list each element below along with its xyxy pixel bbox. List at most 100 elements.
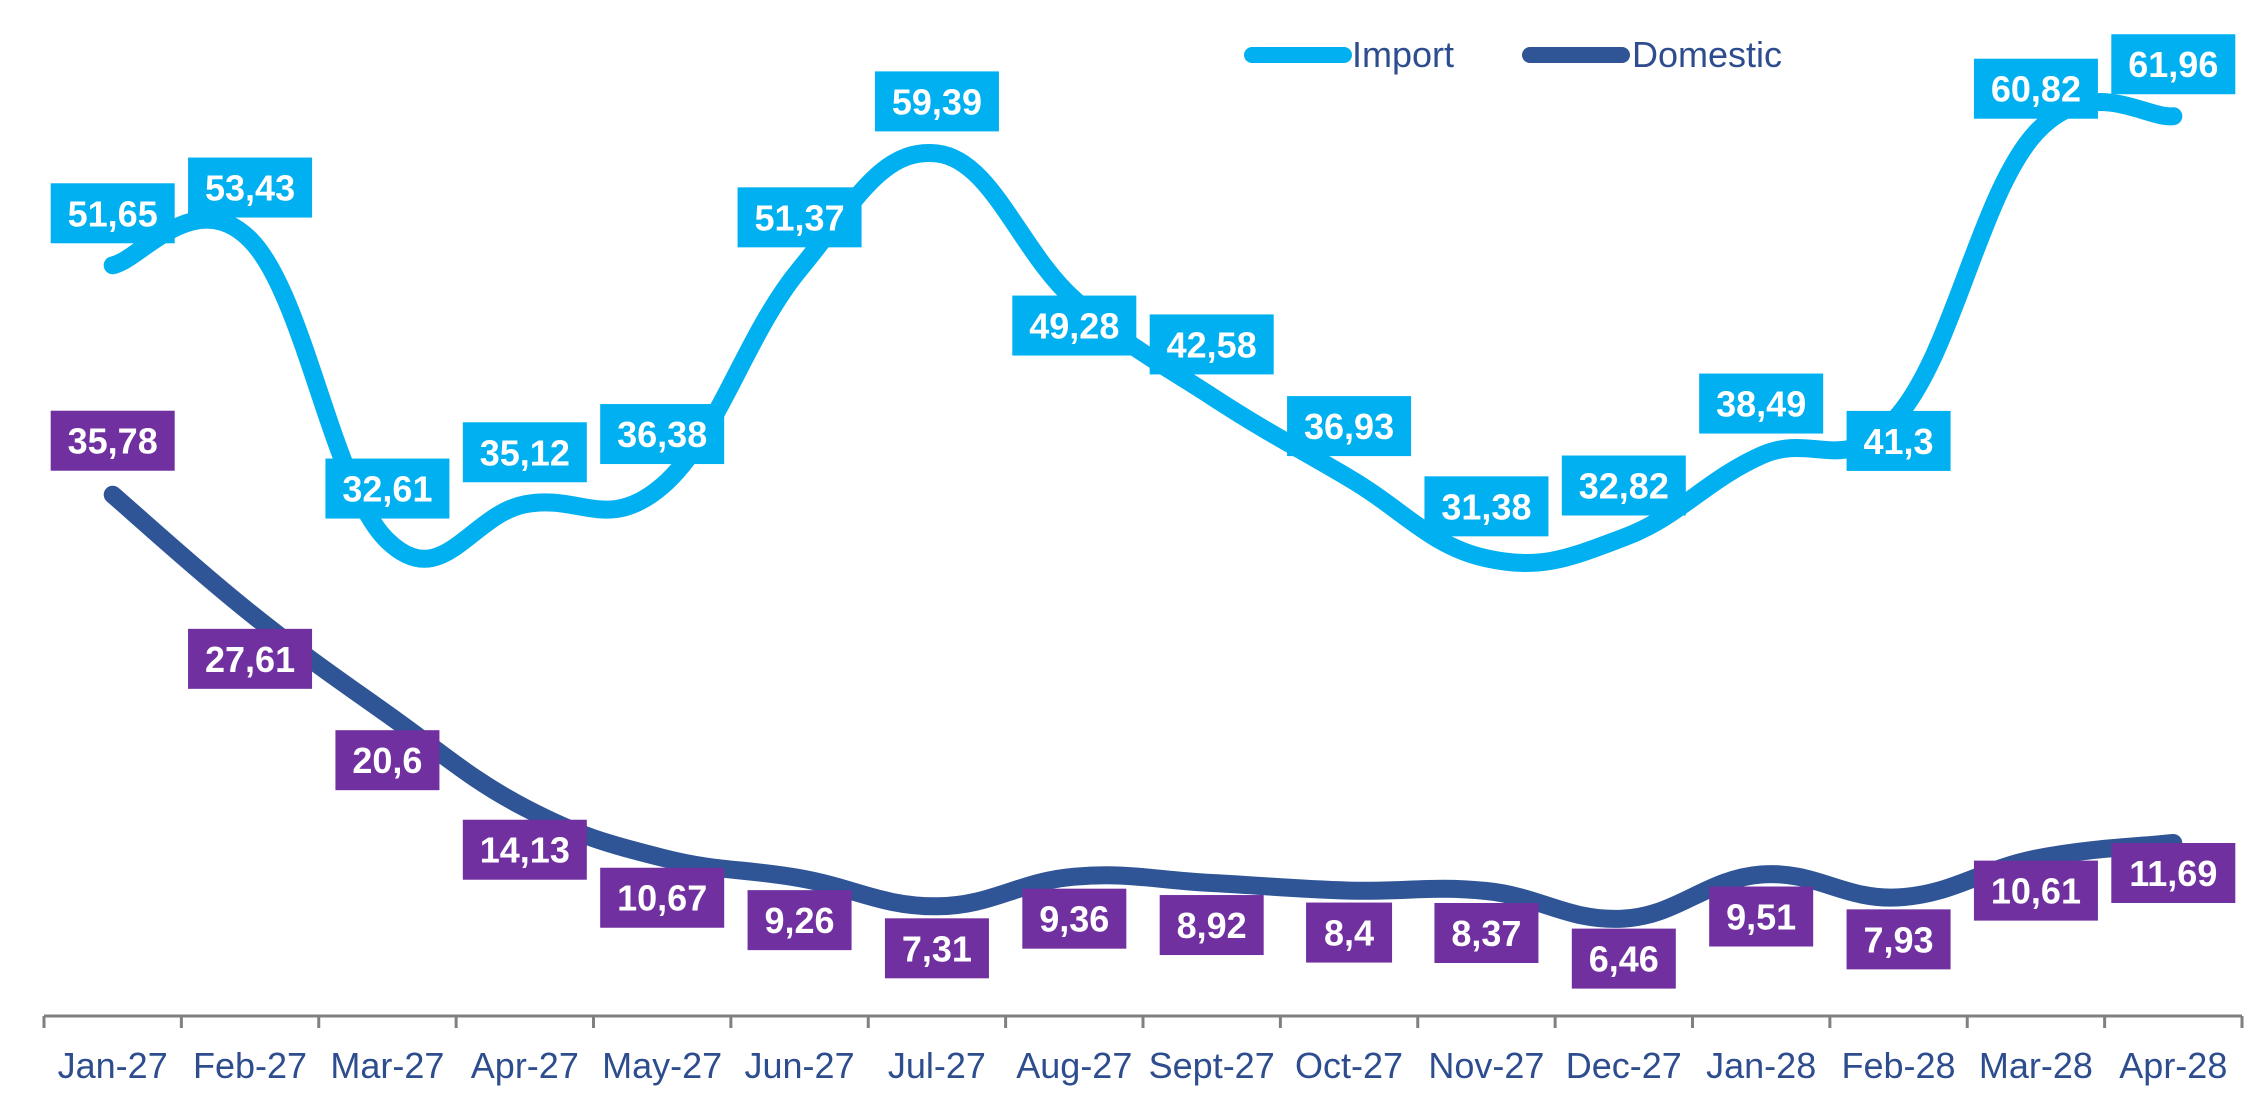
data-label-domestic: 35,78: [50, 410, 175, 471]
data-label-import: 32,82: [1561, 455, 1686, 516]
data-label-domestic: 9,36: [1022, 888, 1127, 949]
data-label-text: 8,4: [1324, 913, 1374, 954]
data-label-text: 41,3: [1864, 421, 1934, 462]
data-label-text: 42,58: [1167, 324, 1257, 365]
data-label-import: 36,93: [1287, 396, 1412, 457]
data-label-box: [1561, 455, 1686, 516]
x-tick-label: Nov-27: [1428, 1045, 1544, 1086]
data-label-text: 8,92: [1177, 905, 1247, 946]
x-tick-label: Dec-27: [1566, 1045, 1682, 1086]
data-label-text: 36,93: [1304, 406, 1394, 447]
data-label-import: 60,82: [1973, 58, 2098, 119]
data-label-import: 41,3: [1846, 410, 1951, 471]
data-label-import: 31,38: [1424, 476, 1549, 537]
data-label-domestic: 8,92: [1159, 895, 1264, 956]
data-label-box: [1846, 410, 1951, 471]
data-label-box: [884, 918, 989, 979]
data-label-domestic: 9,26: [747, 890, 852, 951]
data-label-box: [1149, 314, 1274, 375]
data-label-text: 35,78: [68, 421, 158, 462]
x-tick-label: Mar-27: [330, 1045, 444, 1086]
data-label-domestic: 27,61: [188, 628, 313, 689]
data-label-text: 10,67: [617, 878, 707, 919]
data-label-domestic: 8,4: [1306, 902, 1393, 963]
data-label-box: [1306, 902, 1393, 963]
data-label-import: 42,58: [1149, 314, 1274, 375]
data-label-domestic: 20,6: [335, 730, 440, 791]
data-label-text: 61,96: [2128, 44, 2218, 85]
legend-item-domestic: Domestic: [1522, 34, 1782, 75]
data-label-text: 38,49: [1716, 384, 1806, 425]
data-label-text: 35,12: [480, 432, 570, 473]
data-label-box: [50, 183, 175, 244]
data-label-text: 51,65: [68, 193, 158, 234]
data-label-text: 6,46: [1589, 939, 1659, 980]
data-label-import: 51,65: [50, 183, 175, 244]
data-label-text: 36,38: [617, 414, 707, 455]
x-tick-label: Feb-27: [193, 1045, 307, 1086]
data-label-domestic: 9,51: [1709, 886, 1814, 947]
data-label-box: [600, 867, 725, 928]
x-tick-label: Aug-27: [1016, 1045, 1132, 1086]
data-label-text: 53,43: [205, 168, 295, 209]
data-label-box: [188, 628, 313, 689]
x-tick-label: Oct-27: [1295, 1045, 1403, 1086]
data-label-text: 60,82: [1991, 69, 2081, 110]
data-label-text: 8,37: [1451, 913, 1521, 954]
data-label-box: [1434, 902, 1539, 963]
data-label-box: [1287, 396, 1412, 457]
data-label-import: 59,39: [874, 71, 999, 132]
data-label-text: 49,28: [1029, 306, 1119, 347]
data-label-domestic: 10,61: [1973, 860, 2098, 921]
data-label-text: 32,61: [342, 469, 432, 510]
data-label-text: 51,37: [755, 197, 845, 238]
data-label-text: 10,61: [1991, 871, 2081, 912]
data-label-box: [747, 890, 852, 951]
legend: Import Domestic: [1244, 34, 1782, 75]
data-label-box: [335, 730, 440, 791]
data-label-box: [462, 819, 587, 880]
data-label-import: 32,61: [325, 458, 450, 519]
legend-label: Import: [1352, 34, 1454, 75]
x-tick-label: Jan-28: [1706, 1045, 1816, 1086]
x-tick-label: Sept-27: [1149, 1045, 1275, 1086]
data-label-box: [2111, 842, 2236, 903]
data-label-import: 61,96: [2111, 34, 2236, 95]
data-label-import: 35,12: [462, 422, 587, 483]
data-label-box: [1973, 860, 2098, 921]
data-label-box: [462, 422, 587, 483]
data-label-text: 20,6: [352, 740, 422, 781]
data-label-import: 53,43: [188, 157, 313, 218]
data-label-text: 31,38: [1441, 486, 1531, 527]
x-tick-label: May-27: [602, 1045, 722, 1086]
x-tick-label: Mar-28: [1979, 1045, 2093, 1086]
data-label-domestic: 7,93: [1846, 909, 1951, 970]
x-tick-label: Jul-27: [888, 1045, 986, 1086]
data-label-box: [50, 410, 175, 471]
x-tick-label: Apr-27: [471, 1045, 579, 1086]
data-label-text: 9,51: [1726, 897, 1796, 938]
data-label-text: 7,93: [1864, 919, 1934, 960]
data-label-domestic: 7,31: [884, 918, 989, 979]
data-label-box: [1846, 909, 1951, 970]
x-tick-label: Jun-27: [745, 1045, 855, 1086]
data-label-box: [1571, 928, 1676, 989]
x-tick-label: Apr-28: [2119, 1045, 2227, 1086]
data-label-box: [874, 71, 999, 132]
x-tick-label: Feb-28: [1842, 1045, 1956, 1086]
data-label-text: 11,69: [2129, 853, 2217, 894]
data-label-box: [1973, 58, 2098, 119]
data-label-text: 14,13: [480, 830, 570, 871]
x-axis: Jan-27 Feb-27 Mar-27 Apr-27 May-27 Jun-27 Jul-…: [42, 1014, 2244, 1086]
data-label-box: [600, 404, 725, 465]
data-label-import: 36,38: [600, 404, 725, 465]
data-label-domestic: 11,69: [2111, 842, 2236, 903]
legend-item-import: Import: [1244, 34, 1454, 75]
data-label-box: [2111, 34, 2236, 95]
data-label-import: 51,37: [737, 187, 862, 248]
data-label-box: [1022, 888, 1127, 949]
data-label-text: 59,39: [892, 81, 982, 122]
data-label-box: [1424, 476, 1549, 537]
data-label-text: 27,61: [205, 639, 295, 680]
data-label-box: [1709, 886, 1814, 947]
